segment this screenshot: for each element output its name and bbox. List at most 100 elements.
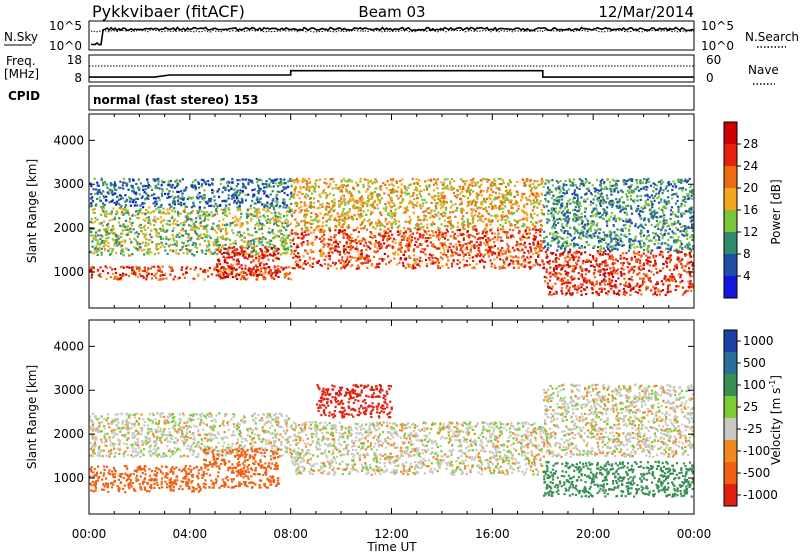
power-cell (160, 237, 163, 240)
power-cell (574, 266, 577, 269)
power-cell (261, 251, 264, 255)
power-cell (365, 260, 369, 263)
power-cell (145, 276, 148, 279)
power-cell (253, 245, 256, 248)
power-cell (235, 224, 238, 227)
power-cell (648, 278, 651, 281)
power-cell (276, 215, 279, 218)
power-cell (437, 227, 440, 230)
power-cell (509, 236, 512, 239)
power-cell (501, 195, 504, 198)
power-cell (270, 204, 273, 207)
power-cell (279, 183, 282, 187)
power-cell (298, 197, 301, 200)
power-cell (189, 228, 192, 231)
power-cell (222, 177, 225, 180)
power-cell (610, 271, 613, 274)
power-cell (308, 197, 312, 200)
power-cell (219, 236, 223, 239)
power-cell (277, 235, 280, 238)
power-cell (230, 256, 233, 259)
power-cell (238, 218, 241, 221)
power-cell (126, 209, 129, 212)
power-cell (323, 229, 326, 232)
power-cell (212, 252, 215, 255)
freq-label-2: [MHz] (4, 67, 39, 81)
power-cell (608, 274, 611, 277)
power-cell (264, 251, 267, 254)
power-cell (406, 237, 409, 240)
power-cell (431, 254, 435, 257)
power-cell (251, 246, 254, 250)
power-cell (275, 204, 278, 208)
power-cell (463, 264, 467, 267)
power-cell (438, 237, 441, 240)
power-cell (248, 267, 251, 270)
power-cell (154, 184, 157, 187)
power-cell (167, 238, 171, 241)
power-cell (222, 247, 226, 250)
power-cell (346, 237, 349, 240)
power-cell (427, 237, 430, 240)
power-cell (375, 241, 378, 244)
power-cell (138, 266, 141, 269)
power-cell (440, 223, 443, 226)
power-cell (545, 253, 548, 256)
power-cell (275, 203, 279, 206)
power-cell (119, 197, 122, 201)
power-cell (154, 178, 157, 181)
nave-label: Nave (748, 63, 779, 77)
power-cell (124, 205, 127, 209)
power-cell (274, 274, 278, 277)
power-cell (384, 235, 387, 238)
power-cell (198, 243, 202, 246)
power-cell (111, 226, 114, 230)
power-cell (357, 207, 360, 210)
power-cell (222, 266, 225, 269)
power-cell (600, 269, 603, 272)
power-cell (155, 246, 158, 249)
power-cell (134, 274, 137, 277)
power-cell (525, 211, 528, 214)
power-cell (286, 225, 289, 228)
power-cell (122, 177, 126, 180)
power-cell (226, 180, 229, 183)
power-cell (426, 244, 429, 247)
power-cell (580, 274, 583, 277)
power-cell (386, 239, 389, 242)
power-cell (449, 219, 452, 222)
power-cell (226, 237, 229, 240)
power-cell (555, 265, 558, 268)
power-cell (212, 241, 215, 244)
power-cell (147, 272, 150, 275)
power-cell (256, 269, 259, 272)
power-cell (100, 251, 103, 254)
power-cell (563, 277, 566, 280)
power-cell (260, 273, 263, 277)
power-cell (443, 249, 446, 252)
power-cell (515, 259, 518, 262)
power-cell (231, 194, 234, 198)
power-cell (494, 184, 497, 187)
power-cell (396, 226, 399, 229)
power-cell (326, 213, 329, 216)
power-cell (595, 263, 598, 266)
power-cell (221, 266, 224, 269)
power-cell (197, 181, 200, 184)
power-cell (509, 181, 512, 184)
power-cell (167, 192, 170, 195)
power-cell (154, 187, 157, 190)
power-cell (244, 199, 247, 202)
power-cell (533, 205, 536, 208)
power-cell (265, 194, 268, 198)
power-cell (145, 216, 148, 219)
power-cell (399, 205, 402, 208)
power-cell (414, 266, 417, 269)
power-cell (306, 185, 309, 188)
freq-tick-low: 8 (74, 71, 82, 85)
power-cell (124, 219, 128, 222)
power-cell (462, 221, 465, 224)
power-cell (158, 211, 161, 214)
power-cell (306, 261, 310, 265)
power-cell (223, 208, 226, 211)
